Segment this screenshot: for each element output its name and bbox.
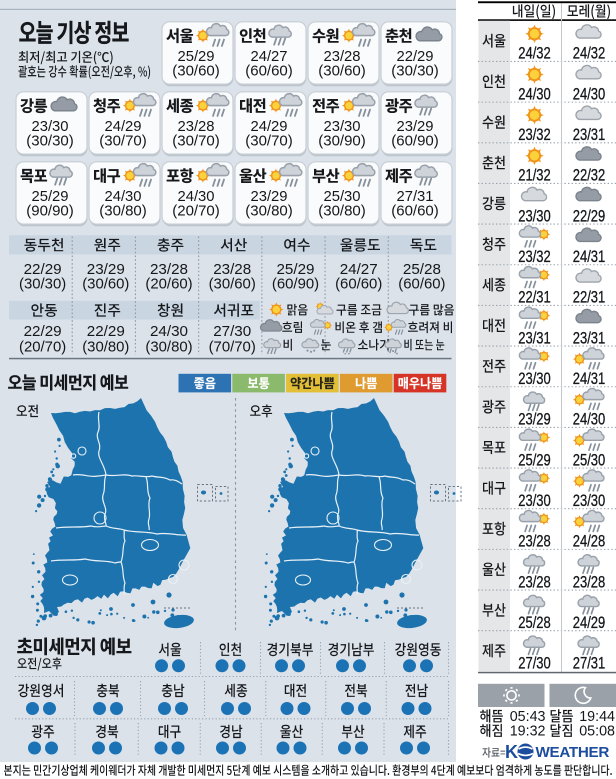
svg-text:22/31: 22/31 (518, 289, 551, 307)
svg-text:27/30: 27/30 (213, 323, 251, 340)
svg-text:05:43: 05:43 (510, 709, 546, 725)
svg-text:22/29: 22/29 (24, 323, 62, 340)
svg-text:23/28: 23/28 (213, 261, 251, 278)
svg-text:22/29: 22/29 (24, 261, 62, 278)
svg-text:(70/70): (70/70) (209, 340, 256, 356)
svg-text:24/30: 24/30 (573, 85, 606, 103)
svg-text:23/30: 23/30 (518, 492, 551, 510)
svg-text:23/31: 23/31 (573, 329, 606, 347)
svg-text:23/30: 23/30 (31, 119, 68, 135)
svg-text:(30/60): (30/60) (318, 63, 366, 80)
svg-text:(60/60): (60/60) (335, 277, 382, 293)
svg-text:23/29: 23/29 (396, 119, 433, 135)
svg-text:25/29: 25/29 (518, 451, 551, 469)
svg-text:WEATHER: WEATHER (536, 744, 610, 761)
svg-text:22/29: 22/29 (573, 207, 606, 225)
svg-text:(60/90): (60/90) (391, 133, 439, 150)
svg-text:24/32: 24/32 (573, 45, 606, 63)
svg-text:(30/30): (30/30) (19, 277, 66, 293)
svg-text:27/30: 27/30 (518, 655, 551, 673)
svg-text:23/28: 23/28 (177, 119, 214, 135)
svg-text:22/29: 22/29 (87, 323, 125, 340)
svg-text:23/29: 23/29 (518, 411, 551, 429)
svg-text:24/31: 24/31 (573, 248, 606, 266)
svg-text:(60/60): (60/60) (391, 203, 439, 220)
svg-text:(60/60): (60/60) (245, 63, 293, 80)
svg-text:25/29: 25/29 (177, 49, 214, 65)
svg-text:25/30: 25/30 (323, 189, 360, 205)
svg-text:24/29: 24/29 (573, 614, 606, 632)
svg-text:23/30: 23/30 (323, 119, 360, 135)
svg-text:K: K (505, 742, 518, 762)
svg-text:(30/70): (30/70) (245, 133, 293, 150)
svg-text:25/28: 25/28 (518, 614, 551, 632)
svg-text:23/29: 23/29 (87, 261, 125, 278)
svg-text:(90/90): (90/90) (26, 203, 74, 220)
svg-text:27/31: 27/31 (573, 655, 606, 673)
svg-text:(30/70): (30/70) (172, 133, 220, 150)
svg-text:24/30: 24/30 (104, 189, 141, 205)
svg-text:23/29: 23/29 (250, 189, 287, 205)
svg-text:(30/90): (30/90) (318, 133, 366, 150)
svg-text:25/29: 25/29 (276, 261, 314, 278)
svg-text:05:08: 05:08 (579, 724, 615, 740)
svg-text:(20/70): (20/70) (19, 340, 66, 356)
svg-text:22/32: 22/32 (573, 167, 606, 185)
svg-text:(30/30): (30/30) (391, 63, 439, 80)
svg-text:23/30: 23/30 (573, 492, 606, 510)
svg-text:23/28: 23/28 (518, 533, 551, 551)
svg-text:(60/90): (60/90) (272, 277, 319, 293)
svg-text:23/28: 23/28 (323, 49, 360, 65)
svg-text:23/32: 23/32 (518, 248, 551, 266)
svg-text:(30/80): (30/80) (82, 340, 129, 356)
svg-text:24/30: 24/30 (150, 323, 188, 340)
svg-text:24/28: 24/28 (573, 533, 606, 551)
svg-text:24/30: 24/30 (518, 85, 551, 103)
svg-text:23/30: 23/30 (518, 370, 551, 388)
svg-text:21/32: 21/32 (518, 167, 551, 185)
svg-text:24/31: 24/31 (573, 370, 606, 388)
svg-text:24/30: 24/30 (177, 189, 214, 205)
svg-text:25/28: 25/28 (403, 261, 441, 278)
svg-text:23/28: 23/28 (150, 261, 188, 278)
svg-text:(20/60): (20/60) (145, 277, 192, 293)
svg-text:24/29: 24/29 (104, 119, 141, 135)
svg-text:(30/80): (30/80) (145, 340, 192, 356)
svg-text:25/29: 25/29 (31, 189, 68, 205)
svg-text:(30/80): (30/80) (318, 203, 366, 220)
svg-text:23/28: 23/28 (573, 573, 606, 591)
svg-text:(30/60): (30/60) (172, 63, 220, 80)
svg-text:23/32: 23/32 (518, 126, 551, 144)
svg-text:27/31: 27/31 (396, 189, 433, 205)
svg-text:25/30: 25/30 (573, 451, 606, 469)
svg-text:23/31: 23/31 (573, 126, 606, 144)
svg-text:(30/30): (30/30) (26, 133, 74, 150)
svg-text:24/27: 24/27 (250, 49, 287, 65)
svg-text:24/30: 24/30 (573, 411, 606, 429)
svg-text:(30/80): (30/80) (99, 203, 147, 220)
svg-text:23/28: 23/28 (518, 573, 551, 591)
svg-text:22/29: 22/29 (396, 49, 433, 65)
svg-text:24/27: 24/27 (340, 261, 378, 278)
svg-text:(20/70): (20/70) (172, 203, 220, 220)
svg-text:(30/80): (30/80) (245, 203, 293, 220)
svg-text:23/30: 23/30 (518, 207, 551, 225)
svg-text:24/32: 24/32 (518, 45, 551, 63)
svg-text:23/31: 23/31 (518, 329, 551, 347)
svg-text:22/31: 22/31 (573, 289, 606, 307)
svg-text:(30/70): (30/70) (99, 133, 147, 150)
svg-text:19:32: 19:32 (510, 724, 546, 740)
svg-text:24/29: 24/29 (250, 119, 287, 135)
svg-text:(30/60): (30/60) (209, 277, 256, 293)
svg-text:19:44: 19:44 (579, 709, 615, 725)
svg-text:(60/60): (60/60) (398, 277, 445, 293)
svg-text:(30/60): (30/60) (82, 277, 129, 293)
